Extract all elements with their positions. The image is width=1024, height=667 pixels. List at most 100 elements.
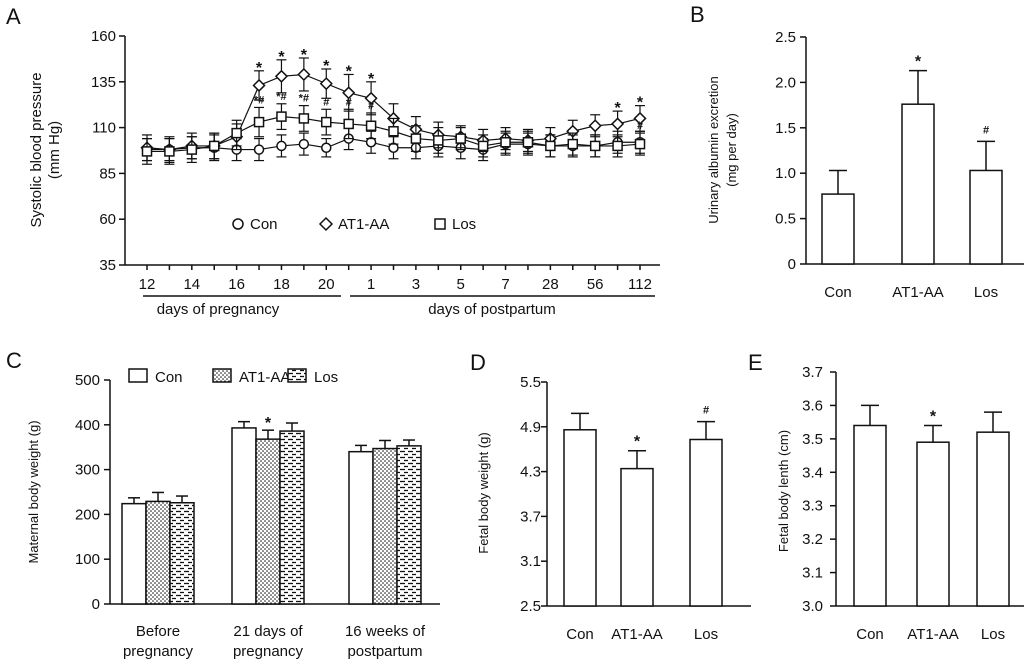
panel-a-x-tick-label: 18	[273, 276, 290, 293]
panel-a-x-tick-label: 3	[412, 276, 420, 293]
panel-d-category-label-at1-aa: AT1-AA	[611, 626, 662, 643]
panel-a-significance-mark: *	[323, 58, 330, 75]
panel-a-x-tick-label: 20	[318, 276, 335, 293]
panel-e-y-tick-label: 3.4	[802, 464, 823, 481]
panel-b-category-label-con: Con	[824, 284, 852, 301]
panel-c-y-tick-label: 100	[75, 551, 100, 568]
panel-b-y-tick-label: 2.5	[775, 29, 796, 46]
panel-b-category-label-at1-aa: AT1-AA	[892, 284, 943, 301]
panel-c-category-label: pregnancy	[123, 643, 194, 660]
panel-a-point-los	[477, 140, 489, 152]
panel-a-x-tick-label: 1	[367, 276, 375, 293]
panel-a-significance-mark: #	[368, 100, 374, 112]
panel-a-y-tick-label: 135	[91, 74, 116, 91]
panel-e-y-tick-label: 3.1	[802, 565, 823, 582]
panel-a-significance-mark: *	[637, 95, 644, 112]
panel-e-bar-con	[853, 424, 887, 607]
panel-a-significance-mark: *	[614, 100, 621, 117]
panel-d-y-tick-label: 3.1	[520, 553, 541, 570]
panel-c-bar-los	[169, 502, 195, 605]
panel-a-point-at1-aa	[319, 77, 333, 91]
panel-a-point-los	[186, 144, 198, 155]
panel-a-x-tick-label: 16	[228, 276, 245, 293]
panel-c-legend-swatch-at1-aa	[212, 368, 232, 383]
panel-a-point-los	[410, 133, 422, 144]
panel-b-category-label-los: Los	[974, 284, 998, 301]
panel-c-bar-at1-aa	[255, 438, 281, 605]
panel-b-y-tick-label: 0.5	[775, 211, 796, 228]
panel-a-x-tick-label: 28	[542, 276, 559, 293]
panel-d-bar-con	[563, 429, 597, 607]
panel-e-bar-at1-aa	[916, 441, 950, 607]
panel-a-significance-mark: *#	[254, 94, 264, 106]
panel-a-group-label-pregnancy: days of pregnancy	[157, 301, 280, 318]
panel-c-y-tick-label: 300	[75, 462, 100, 479]
panel-a-point-at1-aa	[364, 91, 378, 105]
panel-a-point-los	[589, 140, 601, 152]
panel-d-y-tick-label: 5.5	[520, 374, 541, 391]
panel-d-bar-los	[689, 438, 723, 607]
panel-a-y-axis-label: Systolic blood pressure	[28, 72, 45, 227]
panel-a-point-los	[141, 146, 153, 157]
panel-a-point-los	[208, 140, 220, 152]
panel-c-category-label: Before	[136, 623, 180, 640]
panel-c-maternal-weight-chart: 0 100 200 300 400 500 Before pregnancy 21 days o…	[26, 368, 440, 660]
panel-b-y-tick-label: 1.5	[775, 120, 796, 137]
panel-c-bar-at1-aa	[372, 447, 398, 605]
panel-e-category-label-los: Los	[981, 626, 1005, 643]
panel-a-legend-con-label: Con	[250, 216, 278, 233]
panel-a-legend-los-label: Los	[452, 216, 476, 233]
panel-a-point-at1-aa	[274, 69, 289, 83]
panel-a-significance-mark: #	[637, 120, 643, 132]
panel-letter-e: E	[748, 350, 763, 375]
panel-a-legend-con-marker	[232, 218, 244, 230]
panel-a-point-los	[343, 118, 354, 130]
panel-letter-c: C	[6, 348, 22, 373]
panel-c-bar-con	[348, 450, 374, 605]
panel-c-bar-at1-aa	[145, 500, 171, 605]
panel-c-category-label: 21 days of	[233, 623, 303, 640]
panel-letter-b: B	[690, 2, 705, 27]
panel-a-group-label-postpartum: days of postpartum	[428, 301, 556, 318]
panel-a-point-at1-aa	[633, 111, 647, 126]
panel-d-y-tick-label: 4.9	[520, 419, 541, 436]
panel-a-point-los	[433, 135, 444, 146]
panel-d-bar-at1-aa	[620, 467, 654, 607]
panel-a-point-los	[164, 146, 175, 157]
panel-a-significance-mark: *	[301, 47, 308, 64]
panel-letter-d: D	[470, 350, 486, 375]
panel-a-y-tick-label: 35	[99, 257, 116, 274]
panel-e-y-tick-label: 3.2	[802, 531, 823, 548]
panel-a-point-at1-aa	[297, 67, 311, 82]
panel-d-category-label-con: Con	[566, 626, 594, 643]
panel-c-legend-label-con: Con	[155, 369, 183, 386]
panel-a-point-los	[455, 133, 466, 144]
panel-a-point-at1-aa	[588, 119, 602, 133]
panel-c-bar-con	[121, 502, 147, 605]
panel-b-albumin-chart: 0 0.5 1.0 1.5 2.0 2.5 Con AT1-AA * Los # Urinary al…	[706, 29, 1024, 301]
panel-a-point-los	[500, 137, 511, 148]
panel-a-x-tick-label: 112	[628, 276, 652, 293]
panel-c-category-label: postpartum	[347, 643, 422, 660]
panel-c-legend-swatch-con	[128, 368, 148, 383]
panel-d-category-label-los: Los	[694, 626, 718, 643]
panel-c-legend-label-at1-aa: AT1-AA	[239, 369, 290, 386]
panel-a-point-at1-aa	[252, 78, 266, 93]
panel-a-point-los	[365, 120, 377, 132]
panel-c-legend-label-los: Los	[314, 369, 338, 386]
panel-e-y-axis-label: Fetal body lenth (cm)	[776, 430, 791, 552]
panel-c-y-axis-label: Maternal body weight (g)	[26, 420, 41, 563]
panel-b-y-tick-label: 0	[788, 256, 796, 273]
panel-e-category-label-con: Con	[856, 626, 884, 643]
panel-a-point-los	[567, 138, 579, 150]
panel-e-significance-mark-at1-aa: *	[930, 408, 937, 425]
panel-a-x-tick-label: 5	[457, 276, 465, 293]
panel-b-y-tick-label: 2.0	[775, 74, 796, 91]
panel-a-point-los	[321, 116, 332, 128]
panel-b-significance-mark-los: #	[983, 124, 989, 136]
panel-e-y-tick-label: 3.3	[802, 498, 823, 515]
panel-a-point-los	[298, 113, 310, 124]
panel-a-point-los	[388, 126, 399, 137]
panel-a-x-tick-label: 7	[501, 276, 509, 293]
panel-a-y-tick-label: 60	[99, 211, 116, 228]
